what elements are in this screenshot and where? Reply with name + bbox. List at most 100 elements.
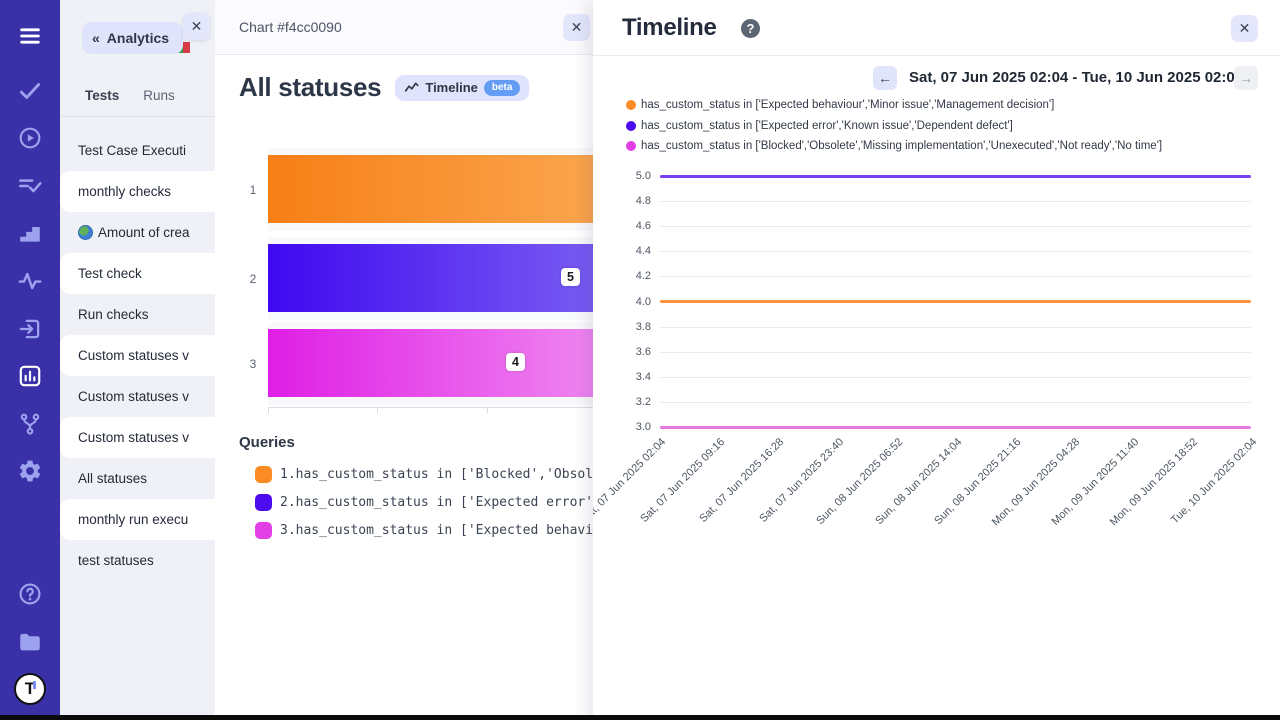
date-range-next-button[interactable]: → xyxy=(1234,66,1258,90)
chart-list-item[interactable]: Custom statuses v xyxy=(60,417,215,458)
close-icon: ✕ xyxy=(570,19,583,35)
bar-axis-tick xyxy=(487,407,488,413)
sign-in-icon[interactable] xyxy=(17,316,43,342)
back-to-analytics-button[interactable]: « Analytics xyxy=(82,22,184,54)
bar-axis-tick xyxy=(377,407,378,413)
chart-list-item[interactable]: Custom statuses v xyxy=(60,376,215,417)
chevrons-left-icon: « xyxy=(92,30,100,46)
timeline-legend-item[interactable]: has_custom_status in ['Expected error','… xyxy=(626,120,1013,132)
series-line xyxy=(660,300,1251,303)
timeline-legend-item[interactable]: has_custom_status in ['Blocked','Obsolet… xyxy=(626,140,1162,152)
play-circle-icon[interactable] xyxy=(17,125,43,151)
timeline-panel: Timeline ? ✕ ← Sat, 07 Jun 2025 02:04 - … xyxy=(593,0,1280,720)
gridline xyxy=(660,401,1251,403)
menu-icon[interactable] xyxy=(17,23,43,49)
y-axis-tick-label: 4.0 xyxy=(635,295,651,308)
y-axis-tick-label: 3.2 xyxy=(635,395,651,408)
close-icon: ✕ xyxy=(190,18,203,34)
help-icon[interactable] xyxy=(17,581,43,607)
timeline-header-divider xyxy=(593,55,1280,56)
chart-list-item[interactable]: Amount of crea xyxy=(60,212,215,253)
timeline-toggle-badge[interactable]: Timeline beta xyxy=(395,74,530,101)
branch-icon[interactable] xyxy=(17,411,43,437)
tab-runs[interactable]: Runs xyxy=(143,88,175,103)
legend-dot xyxy=(626,120,636,131)
legend-label: has_custom_status in ['Blocked','Obsolet… xyxy=(641,140,1163,152)
folder-icon[interactable] xyxy=(17,629,43,655)
y-axis-tick-label: 4.4 xyxy=(635,245,651,258)
chart-list-item-label: Amount of crea xyxy=(98,225,190,240)
chart-panel-close-button[interactable]: ✕ xyxy=(563,14,590,41)
help-glyph: ? xyxy=(746,21,755,36)
date-range-prev-button[interactable]: ← xyxy=(873,66,897,90)
list-check-icon[interactable] xyxy=(17,173,43,199)
series-line xyxy=(660,425,1251,429)
gridline xyxy=(660,326,1251,328)
legend-dot xyxy=(626,100,636,110)
chart-list-item[interactable]: Run checks xyxy=(60,294,215,335)
bar-category-label: 3 xyxy=(249,357,257,371)
bar-x-axis xyxy=(268,407,640,408)
beta-badge: beta xyxy=(483,79,521,96)
analytics-sidebar: « Analytics ✕ Tests Runs Test Case Execut… xyxy=(60,0,215,720)
y-axis-tick-label: 4.2 xyxy=(635,270,651,283)
arrow-right-icon: → xyxy=(1239,70,1253,86)
globe-icon xyxy=(78,225,93,240)
nav-rail: T xyxy=(0,0,60,720)
chart-list-item-label: Custom statuses v xyxy=(78,348,190,363)
date-range-label: Sat, 07 Jun 2025 02:04 - Tue, 10 Jun 202… xyxy=(909,69,1244,86)
bar-axis-tick xyxy=(268,407,269,413)
app-logo[interactable]: T xyxy=(14,673,46,705)
trend-icon xyxy=(405,82,419,92)
steps-icon[interactable] xyxy=(17,221,43,247)
y-axis-tick-label: 4.8 xyxy=(635,195,651,208)
legend-label: has_custom_status in ['Expected behaviou… xyxy=(641,99,1055,111)
tab-tests[interactable]: Tests xyxy=(85,88,120,103)
chart-title: All statuses xyxy=(239,72,382,102)
chart-list-item[interactable]: Test check xyxy=(60,253,215,294)
chart-list-item-label: Test check xyxy=(78,266,142,281)
bar-value-label: 5 xyxy=(561,268,580,286)
chart-list-item[interactable]: monthly run execu xyxy=(60,499,215,540)
bar-value-label: 4 xyxy=(506,353,525,371)
chart-list-item[interactable]: Custom statuses v xyxy=(60,335,215,376)
arrow-left-icon: ← xyxy=(878,70,892,86)
bar-series-1[interactable] xyxy=(268,155,640,223)
chart-list-item-label: All statuses xyxy=(78,471,148,486)
chart-list-item-label: test statuses xyxy=(78,553,154,568)
chart-list-item[interactable]: All statuses xyxy=(60,458,215,499)
query-color-swatch xyxy=(255,494,272,511)
bar-category-label: 2 xyxy=(249,272,257,286)
logo-letter: T xyxy=(24,679,36,698)
activity-icon[interactable] xyxy=(17,268,43,294)
sidebar-tabs: Tests Runs xyxy=(60,88,215,113)
help-circle-icon[interactable]: ? xyxy=(741,19,760,38)
chart-list-item[interactable]: test statuses xyxy=(60,540,215,581)
y-axis-tick-label: 3.8 xyxy=(635,320,651,333)
query-color-swatch xyxy=(255,522,272,539)
gridline xyxy=(660,276,1251,278)
query-color-swatch xyxy=(255,466,272,483)
chart-list-item[interactable]: Test Case Executi xyxy=(60,130,215,171)
bottom-edge-strip xyxy=(0,715,1280,720)
bar-chart-icon[interactable] xyxy=(17,363,43,389)
timeline-close-button[interactable]: ✕ xyxy=(1231,15,1258,42)
bar-series-3[interactable] xyxy=(268,329,640,397)
legend-dot xyxy=(626,141,636,151)
sidebar-close-button[interactable]: ✕ xyxy=(183,13,210,40)
chart-list-item-label: monthly checks xyxy=(78,184,172,199)
chart-id-title: Chart #f4cc0090 xyxy=(239,19,342,35)
check-icon[interactable] xyxy=(17,78,43,104)
timeline-badge-label: Timeline xyxy=(425,80,478,95)
timeline-title: Timeline xyxy=(622,14,717,41)
chart-list-item[interactable]: monthly checks xyxy=(60,171,215,212)
y-axis-tick-label: 4.6 xyxy=(635,220,651,233)
bar-series-2[interactable] xyxy=(268,244,640,312)
gear-icon[interactable] xyxy=(17,458,43,484)
close-icon: ✕ xyxy=(1238,20,1251,36)
chart-list-item-label: Test Case Executi xyxy=(78,143,187,158)
charts-list: Test Case Executi monthly checks Amount of… xyxy=(60,130,215,581)
chart-list-item-label: monthly run execu xyxy=(78,512,189,527)
timeline-legend-item[interactable]: has_custom_status in ['Expected behaviou… xyxy=(626,99,1054,111)
gridline xyxy=(660,251,1251,253)
